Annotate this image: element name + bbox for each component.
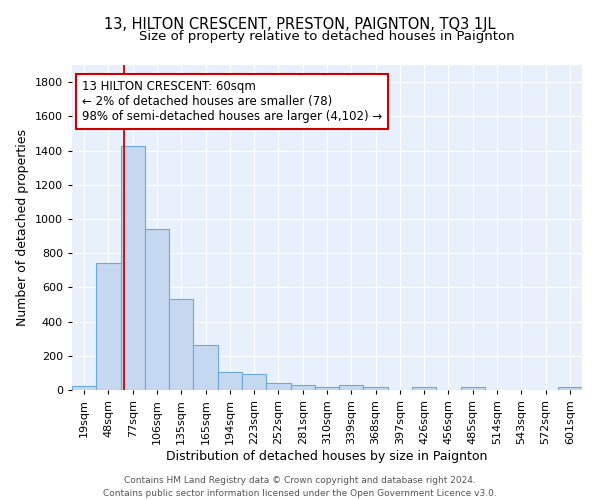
Bar — [193, 344, 218, 390]
Bar — [218, 372, 242, 390]
X-axis label: Distribution of detached houses by size in Paignton: Distribution of detached houses by size … — [166, 450, 488, 462]
Title: Size of property relative to detached houses in Paignton: Size of property relative to detached ho… — [139, 30, 515, 43]
Bar — [266, 383, 290, 390]
Text: 13 HILTON CRESCENT: 60sqm
← 2% of detached houses are smaller (78)
98% of semi-d: 13 HILTON CRESCENT: 60sqm ← 2% of detach… — [82, 80, 382, 122]
Bar — [339, 385, 364, 390]
Text: 13, HILTON CRESCENT, PRESTON, PAIGNTON, TQ3 1JL: 13, HILTON CRESCENT, PRESTON, PAIGNTON, … — [104, 18, 496, 32]
Bar — [242, 374, 266, 390]
Text: Contains HM Land Registry data © Crown copyright and database right 2024.
Contai: Contains HM Land Registry data © Crown c… — [103, 476, 497, 498]
Bar — [461, 386, 485, 390]
Bar — [558, 388, 582, 390]
Bar — [412, 388, 436, 390]
Bar — [72, 386, 96, 390]
Bar — [315, 388, 339, 390]
Bar — [121, 146, 145, 390]
Bar — [364, 388, 388, 390]
Bar — [290, 385, 315, 390]
Bar — [145, 229, 169, 390]
Bar — [96, 262, 121, 390]
Bar — [169, 300, 193, 390]
Y-axis label: Number of detached properties: Number of detached properties — [16, 129, 29, 326]
